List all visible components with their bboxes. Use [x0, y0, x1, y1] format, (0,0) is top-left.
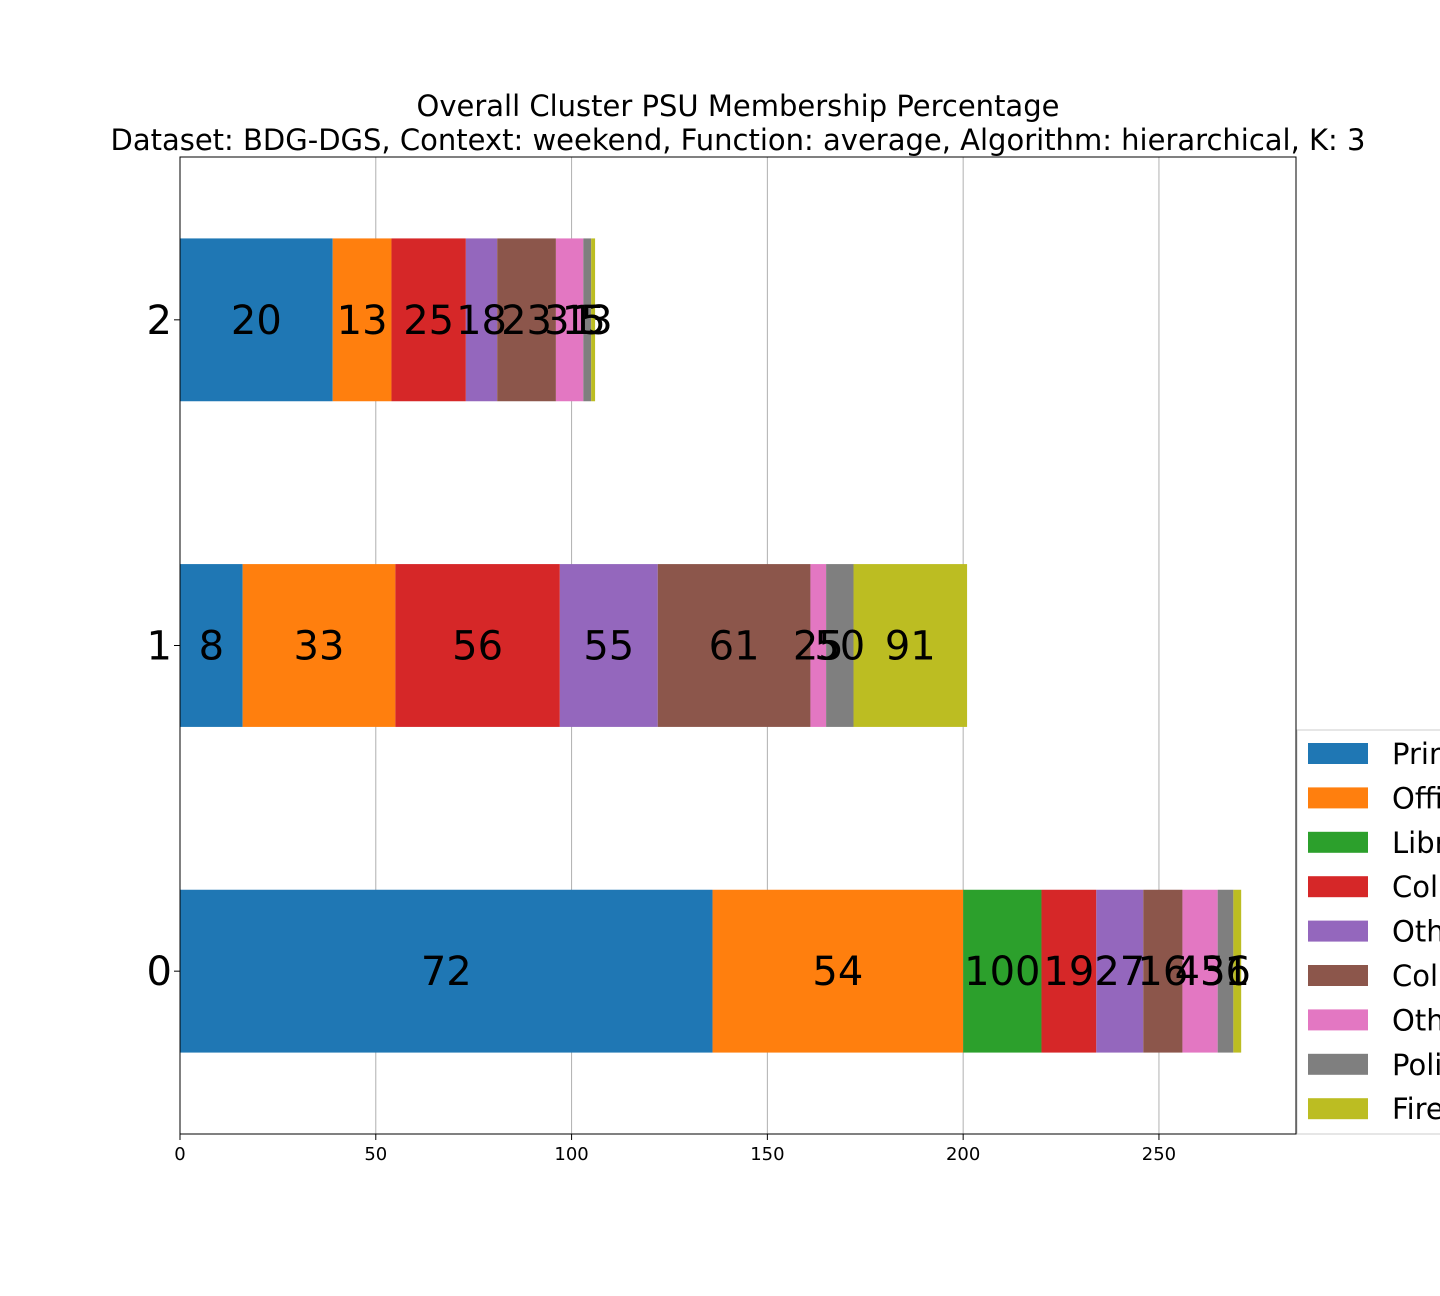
bar-value-label: 25	[403, 298, 454, 344]
legend-label: Fire	[1392, 1092, 1440, 1126]
legend-label: Prim	[1392, 737, 1440, 771]
bar-value-label: 13	[562, 298, 613, 344]
bar-segment	[465, 238, 498, 402]
bar-segment	[712, 889, 964, 1053]
bar-segment	[826, 564, 854, 727]
bar-segment	[1041, 889, 1097, 1053]
bar-value-label: 8	[199, 624, 224, 670]
bar-segment	[1096, 889, 1144, 1053]
bar-value-label: 36	[1200, 949, 1251, 995]
y-axis: 0 1 2	[147, 298, 180, 995]
legend-label: Oth	[1392, 915, 1440, 949]
bar-value-label: 1	[1225, 949, 1250, 995]
bar-value-label: 45	[1175, 949, 1226, 995]
bar-segment	[332, 238, 392, 402]
bar-segment	[1182, 889, 1218, 1053]
x-tick-label: 200	[946, 1144, 980, 1165]
bar-value-label: 13	[337, 298, 388, 344]
y-tick-label: 2	[147, 298, 172, 344]
bar-value-label: 20	[231, 298, 282, 344]
bar-segment	[583, 238, 592, 402]
x-axis: 0 50 100 150 200 250	[174, 1134, 1176, 1165]
chart-title: Overall Cluster PSU Membership Percentag…	[417, 89, 1060, 123]
bar-segment	[1143, 889, 1183, 1053]
bar-value-label: 33	[294, 624, 345, 670]
legend-swatch	[1308, 920, 1368, 942]
legend-label: Col	[1392, 959, 1438, 993]
y-tick-label: 0	[147, 949, 172, 995]
bar-segment	[591, 238, 596, 402]
x-tick-label: 50	[364, 1144, 387, 1165]
bar-value-label: 100	[964, 949, 1040, 995]
x-tick-label: 150	[750, 1144, 784, 1165]
legend-swatch	[1308, 1053, 1368, 1075]
bar-value-label: 5	[580, 298, 605, 344]
legend-label: Offi	[1392, 781, 1440, 815]
legend: Prim Offi Libr Col Oth Col Oth Poli Fire	[1296, 729, 1440, 1135]
legend-label: Col	[1392, 870, 1438, 904]
bar-value-label: 91	[885, 624, 936, 670]
bar-value-label: 23	[501, 298, 552, 344]
legend-swatch	[1308, 1009, 1368, 1031]
legend-label: Poli	[1392, 1048, 1440, 1082]
x-tick-label: 100	[554, 1144, 588, 1165]
bar-segment	[1217, 889, 1234, 1053]
legend-swatch	[1308, 787, 1368, 809]
legend-swatch	[1308, 876, 1368, 898]
legend-label: Oth	[1392, 1003, 1440, 1037]
bar-segment	[657, 564, 811, 727]
bar-value-label: 31	[544, 298, 595, 344]
x-tick-label: 250	[1142, 1144, 1176, 1165]
bar-value-label: 16	[1137, 949, 1188, 995]
bar-segment	[555, 238, 584, 402]
bar-value-label: 27	[1094, 949, 1145, 995]
bar-value-label: 25	[793, 624, 844, 670]
bar-segment	[391, 238, 466, 402]
bar-value-label: 54	[812, 949, 863, 995]
bar-segment	[180, 889, 713, 1053]
bar-value-label: 61	[709, 624, 760, 670]
x-tick-label: 0	[174, 1144, 185, 1165]
bar-value-label: 56	[452, 624, 503, 670]
bar-value-label: 55	[583, 624, 634, 670]
bar-segment	[395, 564, 560, 727]
bar-value-label: 18	[456, 298, 507, 344]
bar-value-label: 72	[421, 949, 472, 995]
bar-segment	[180, 564, 243, 727]
bar-value-label: 50	[814, 624, 865, 670]
bar-value-label: 19	[1043, 949, 1094, 995]
legend-swatch	[1308, 1098, 1368, 1120]
legend-label: Libr	[1392, 826, 1440, 860]
bar-segment	[810, 564, 827, 727]
bar-segment	[853, 564, 968, 727]
legend-swatch	[1308, 965, 1368, 986]
bars	[180, 238, 1242, 1053]
bar-segment	[559, 564, 658, 727]
bar-segment	[497, 238, 556, 402]
bar-segment	[242, 564, 396, 727]
bar-segment	[1233, 889, 1242, 1053]
chart-subtitle: Dataset: BDG-DGS, Context: weekend, Func…	[110, 123, 1365, 157]
y-tick-label: 1	[147, 624, 172, 670]
legend-swatch	[1308, 743, 1368, 764]
bar-segment	[180, 238, 333, 402]
bar-segment	[963, 889, 1042, 1053]
legend-swatch	[1308, 831, 1368, 853]
